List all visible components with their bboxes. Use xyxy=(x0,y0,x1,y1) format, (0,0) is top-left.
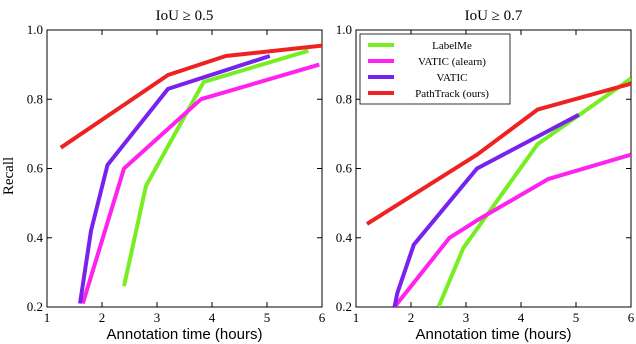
series-line-vatic xyxy=(392,113,580,307)
y-tick-label: 0.4 xyxy=(336,230,353,245)
series-line-vatic-alearn xyxy=(80,62,320,305)
chart-panel-2: IoU ≥ 0.7 1 2 3 4 5 6 0.2 0.4 0.6 0.8 1.0 Annotation… xyxy=(336,8,635,343)
series-line-vatic-alearn xyxy=(392,152,631,307)
x-tick-label: 1 xyxy=(44,310,51,325)
x-axis-label: Annotation time (hours) xyxy=(416,326,572,343)
x-tick-label: 5 xyxy=(573,310,580,325)
x-tick-label: 4 xyxy=(209,310,216,325)
legend-label: VATIC xyxy=(437,72,468,84)
x-tick-label: 3 xyxy=(463,310,470,325)
legend-label: LabelMe xyxy=(432,40,472,52)
legend-label: PathTrack (ours) xyxy=(415,88,489,100)
chart-panel-1: IoU ≥ 0.5 1 2 3 4 5 6 0.2 0.4 0.6 0.8 1.0 Annotation… xyxy=(27,8,326,343)
x-tick-label: 2 xyxy=(99,310,106,325)
x-axis-label: Annotation time (hours) xyxy=(107,326,263,343)
legend: LabelMe VATIC (alearn) VATIC PathTrack (our… xyxy=(359,33,511,105)
y-tick-label: 0.6 xyxy=(27,161,44,176)
series-line-pathtrack-ours xyxy=(365,81,631,226)
x-tick-label: 6 xyxy=(319,310,326,325)
y-tick-label: 1.0 xyxy=(27,22,43,37)
y-tick-label: 0.8 xyxy=(27,91,43,106)
y-tick-label: 0.2 xyxy=(336,299,352,314)
y-tick-label: 0.2 xyxy=(27,299,43,314)
x-tick-label: 6 xyxy=(628,310,635,325)
chart-title: IoU ≥ 0.5 xyxy=(156,8,214,24)
series-line-pathtrack-ours xyxy=(59,43,322,150)
shared-y-axis-label: Recall xyxy=(1,157,17,195)
x-tick-label: 5 xyxy=(264,310,271,325)
chart-panels: IoU ≥ 0.5 1 2 3 4 5 6 0.2 0.4 0.6 0.8 1.0 Annotation… xyxy=(27,8,635,343)
y-tick-label: 0.8 xyxy=(336,91,352,106)
series-line-vatic xyxy=(78,54,271,304)
x-tick-label: 3 xyxy=(154,310,161,325)
legend-label: VATIC (alearn) xyxy=(418,56,486,68)
series-line-labelme xyxy=(436,76,631,307)
y-tick-label: 1.0 xyxy=(336,22,352,37)
x-tick-label: 2 xyxy=(408,310,415,325)
x-tick-label: 1 xyxy=(353,310,360,325)
y-tick-label: 0.6 xyxy=(336,161,353,176)
series-group xyxy=(59,43,322,305)
series-group xyxy=(365,76,631,307)
x-tick-label: 4 xyxy=(518,310,525,325)
y-tick-label: 0.4 xyxy=(27,230,44,245)
chart-title: IoU ≥ 0.7 xyxy=(465,8,523,24)
series-line-labelme xyxy=(122,48,309,287)
